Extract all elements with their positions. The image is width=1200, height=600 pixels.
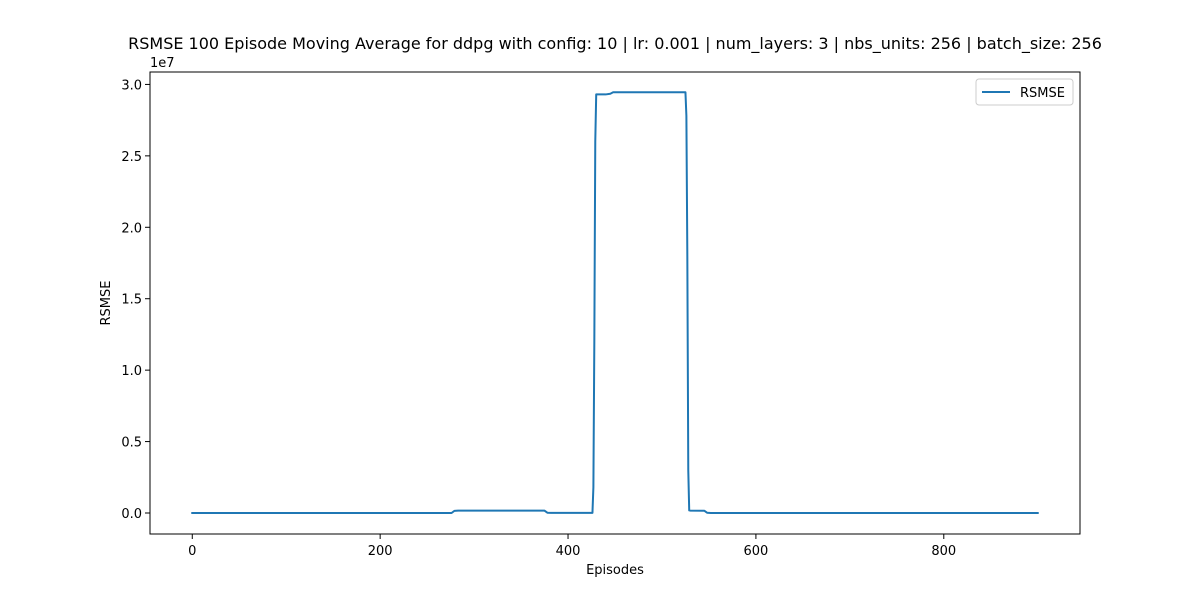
y-axis-ticks: 0.0 0.5 1.0 1.5 2.0 2.5 3.0 bbox=[121, 78, 150, 522]
legend-box bbox=[975, 78, 1074, 106]
x-tick-label: 0 bbox=[188, 544, 196, 559]
series-layer bbox=[191, 91, 1039, 514]
x-axis-ticks: 0 200 400 600 800 bbox=[188, 534, 956, 559]
x-tick-label: 600 bbox=[743, 544, 768, 559]
x-tick-label: 400 bbox=[556, 544, 581, 559]
y-tick-label: 3.0 bbox=[121, 78, 142, 93]
y-tick-label: 2.5 bbox=[121, 150, 142, 165]
y-tick-label: 0.5 bbox=[121, 436, 142, 451]
chart-title: RSMSE 100 Episode Moving Average for ddp… bbox=[128, 34, 1102, 54]
y-tick-label: 1.5 bbox=[121, 293, 142, 308]
legend-label-rsmse: RSMSE bbox=[1020, 86, 1065, 101]
x-axis-label: Episodes bbox=[586, 563, 644, 578]
legend: RSMSE bbox=[975, 78, 1074, 106]
axes-frame bbox=[149, 71, 1081, 535]
plot-area bbox=[149, 71, 1081, 535]
x-tick-label: 200 bbox=[368, 544, 393, 559]
y-tick-label: 2.0 bbox=[121, 221, 142, 236]
y-tick-label: 0.0 bbox=[121, 507, 142, 522]
y-scale-offset-label: 1e7 bbox=[150, 56, 175, 71]
y-axis-label: RSMSE bbox=[99, 281, 114, 326]
x-tick-label: 800 bbox=[931, 544, 956, 559]
series-line-rsmse bbox=[191, 91, 1039, 514]
y-tick-label: 1.0 bbox=[121, 364, 142, 379]
